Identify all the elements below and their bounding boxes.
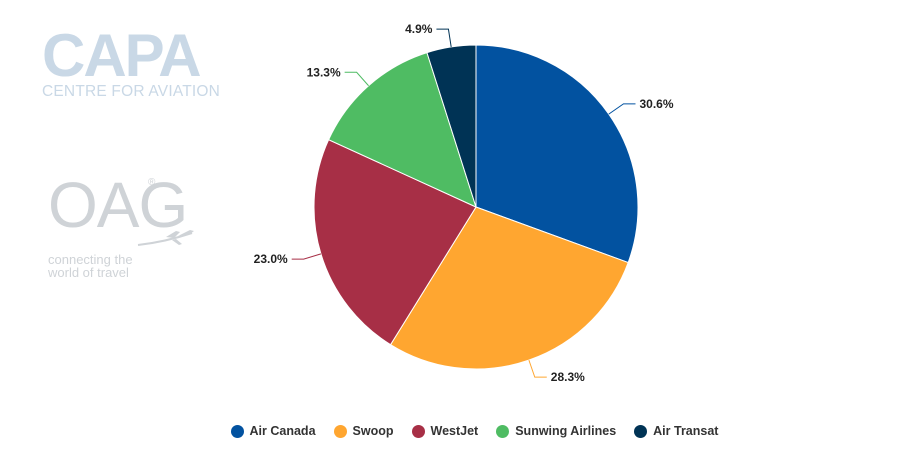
legend-item-sunwing-airlines[interactable]: Sunwing Airlines: [496, 424, 616, 438]
oag-registered-mark: ®: [148, 177, 156, 188]
legend-marker: [634, 424, 648, 438]
legend-label: WestJet: [430, 424, 479, 438]
legend-marker: [333, 424, 347, 438]
chart-legend: Air Canada Swoop WestJet Sunwing Airlines Ai…: [0, 422, 921, 440]
legend-item-swoop[interactable]: Swoop: [333, 424, 394, 438]
airplane-icon: [137, 230, 194, 246]
legend-label: Air Canada: [249, 424, 316, 438]
legend-item-air-canada[interactable]: Air Canada: [230, 424, 316, 438]
oag-logo-word: OAG: [48, 169, 188, 241]
oag-logo-tagline: connecting the world of travel: [48, 252, 133, 280]
connector-sunwing-airlines: [344, 71, 369, 87]
legend-label: Swoop: [352, 424, 394, 438]
connector-air-transat: [436, 28, 452, 47]
legend-item-air-transat[interactable]: Air Transat: [634, 424, 718, 438]
data-label-swoop: 28.3%: [551, 370, 585, 384]
legend-marker: [411, 424, 425, 438]
pie-slice-air-transat[interactable]: [426, 44, 477, 208]
legend-item-westjet[interactable]: WestJet: [411, 424, 479, 438]
connector-westjet: [291, 253, 322, 260]
data-label-air-transat: 4.9%: [405, 22, 433, 36]
data-label-sunwing-airlines: 13.3%: [307, 65, 341, 79]
data-label-air-canada: 30.6%: [639, 97, 673, 111]
legend-label: Air Transat: [653, 424, 719, 438]
oag-logo: OAG ® connecting the world of travel: [48, 169, 208, 285]
capa-logo-word: CAPA: [42, 22, 202, 89]
connector-swoop: [528, 359, 547, 378]
capa-logo: CAPA CENTRE FOR AVIATION: [42, 22, 244, 100]
connector-air-canada: [608, 103, 636, 115]
legend-marker: [230, 424, 244, 438]
pie-slices: [313, 44, 639, 370]
data-label-westjet: 23.0%: [254, 252, 288, 266]
pie-slice-westjet[interactable]: [313, 139, 477, 346]
legend-marker: [496, 424, 510, 438]
capa-logo-tagline: CENTRE FOR AVIATION: [42, 83, 221, 100]
legend-label: Sunwing Airlines: [515, 424, 617, 438]
pie-data-labels: 30.6% 28.3% 23.0% 13.3% 4.9%: [254, 22, 674, 384]
